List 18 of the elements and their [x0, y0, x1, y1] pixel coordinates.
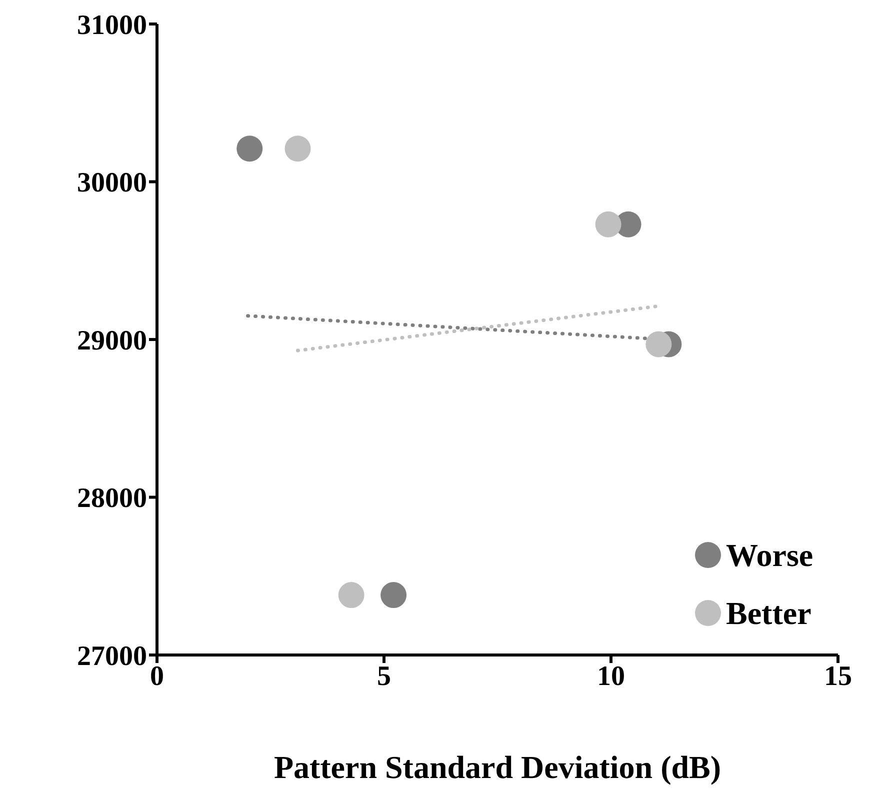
point [236, 136, 263, 162]
y-tick-label: 28000 [77, 483, 147, 514]
point [380, 582, 407, 608]
point [284, 136, 311, 162]
x-tick-label: 5 [377, 660, 391, 692]
y-tick-label: 30000 [77, 168, 147, 199]
y-tick-label: 29000 [77, 325, 147, 356]
legend-label: Better [726, 594, 812, 632]
x-tick-label: 15 [824, 660, 852, 692]
point [595, 211, 622, 238]
point [338, 582, 364, 608]
y-tick-label: 31000 [77, 10, 147, 41]
point [646, 331, 672, 358]
y-tick-label: 27000 [77, 640, 147, 672]
x-axis-title: Pattern Standard Deviation (dB) [274, 749, 722, 785]
x-tick-label: 0 [150, 660, 164, 692]
x-tick-label: 10 [597, 660, 625, 692]
legend-label: Worse [726, 536, 814, 574]
